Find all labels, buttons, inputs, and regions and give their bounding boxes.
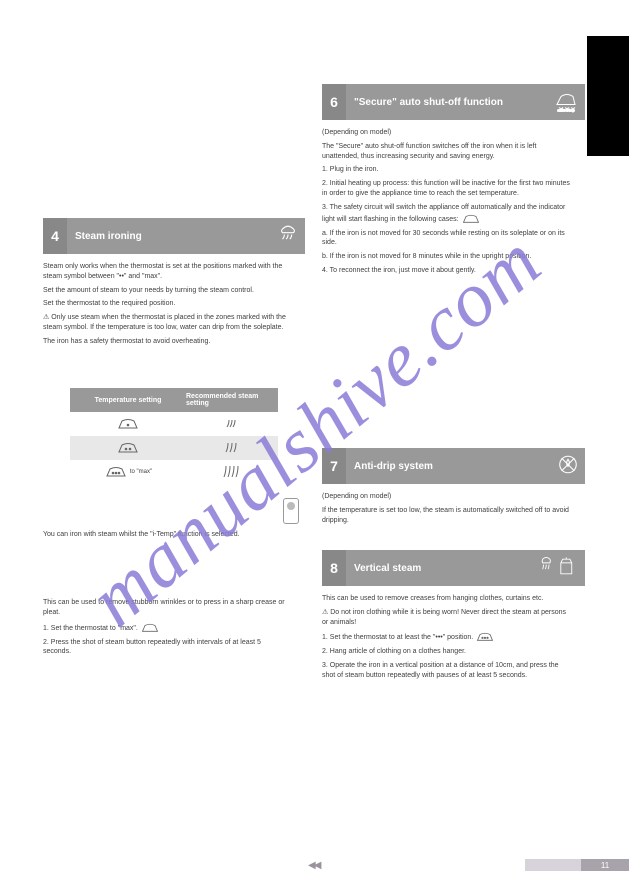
table-header-row: Temperature setting Recommended steam se…: [70, 388, 278, 412]
steam-cell: [186, 436, 278, 460]
temp-cell: [70, 412, 186, 436]
paragraph: b. If the iron is not moved for 8 minute…: [322, 252, 572, 262]
section-title-text: Anti-drip system: [354, 461, 433, 472]
settings-note: You can iron with steam whilst the "i-Te…: [43, 530, 273, 544]
section-title-text: Steam ironing: [75, 231, 142, 242]
table-header-cell: Temperature setting: [70, 388, 186, 412]
section-title: Vertical steam: [346, 550, 585, 586]
paragraph: Steam only works when the thermostat is …: [43, 262, 287, 282]
vertical-steam-icon: [539, 555, 579, 582]
paragraph: 1. Set the thermostat to "max".: [43, 622, 287, 634]
section-8-body: This can be used to remove creases from …: [322, 594, 572, 685]
section-6-body: (Depending on model) The "Secure" auto s…: [322, 128, 572, 280]
paragraph: This can be used to remove creases from …: [322, 594, 572, 604]
antidrip-icon: [557, 454, 579, 479]
section-title: "Secure" auto shut-off function autoStop: [346, 84, 585, 120]
page-number: 11: [581, 859, 629, 871]
steam-slider-figure: [283, 498, 299, 524]
paragraph: If the temperature is set too low, the s…: [322, 506, 572, 526]
section-number: 4: [43, 218, 67, 254]
temp-suffix: to "max": [130, 469, 152, 475]
paragraph: 4. To reconnect the iron, just move it a…: [322, 266, 572, 276]
language-tab: [587, 36, 629, 156]
section-title-text: "Secure" auto shut-off function: [354, 97, 503, 108]
paragraph: Set the amount of steam to your needs by…: [43, 286, 287, 296]
paragraph: ⚠ Only use steam when the thermostat is …: [43, 313, 287, 333]
section-7-body: (Depending on model) If the temperature …: [322, 492, 572, 529]
section-4-body: Steam only works when the thermostat is …: [43, 262, 287, 351]
table-header-cell: Recommended steam setting: [186, 388, 278, 412]
table-row: [70, 436, 278, 460]
section-5-body: This can be used to remove stubborn wrin…: [43, 598, 287, 661]
paragraph: 2. Press the shot of steam button repeat…: [43, 638, 287, 658]
paragraph: 2. Initial heating up process: this func…: [322, 179, 572, 199]
footer-segment: [525, 859, 581, 871]
section-number: 6: [322, 84, 346, 120]
section-8-header: 8 Vertical steam: [322, 550, 585, 586]
footer-nav-arrows: ◀◀: [308, 860, 319, 871]
paragraph: 2. Hang article of clothing on a clothes…: [322, 647, 572, 657]
temp-cell: [70, 436, 186, 460]
steam-cell: [186, 460, 278, 484]
paragraph: a. If the iron is not moved for 30 secon…: [322, 229, 572, 249]
paragraph-text: 1. Set the thermostat to at least the "•…: [322, 634, 473, 641]
paragraph-text: 3. The safety circuit will switch the ap…: [322, 204, 565, 223]
section-7-header: 7 Anti-drip system: [322, 448, 585, 484]
section-title-text: Vertical steam: [354, 563, 421, 574]
temp-cell: to "max": [70, 460, 186, 484]
section-title: Steam ironing: [67, 218, 305, 254]
paragraph: The "Secure" auto shut-off function swit…: [322, 142, 572, 162]
paragraph: 3. Operate the iron in a vertical positi…: [322, 661, 572, 681]
footer-page-bar: 11: [525, 859, 629, 871]
paragraph: 3. The safety circuit will switch the ap…: [322, 203, 572, 225]
svg-text:autoStop: autoStop: [557, 108, 575, 113]
paragraph: The iron has a safety thermostat to avoi…: [43, 337, 287, 347]
secure-icon: autoStop: [553, 89, 579, 116]
paragraph: This can be used to remove stubborn wrin…: [43, 598, 287, 618]
section-title: Anti-drip system: [346, 448, 585, 484]
section-number: 8: [322, 550, 346, 586]
section-4-header: 4 Steam ironing: [43, 218, 305, 254]
paragraph: You can iron with steam whilst the "i-Te…: [43, 530, 273, 540]
paragraph: 1. Plug in the iron.: [322, 165, 572, 175]
section-number: 7: [322, 448, 346, 484]
paragraph-text: 1. Set the thermostat to "max".: [43, 624, 138, 631]
table-row: [70, 412, 278, 436]
paragraph: (Depending on model): [322, 128, 572, 138]
steam-icon: [277, 224, 299, 249]
paragraph: Set the thermostat to the required posit…: [43, 299, 287, 309]
paragraph: 1. Set the thermostat to at least the "•…: [322, 631, 572, 643]
settings-table: Temperature setting Recommended steam se…: [70, 388, 278, 484]
steam-cell: [186, 412, 278, 436]
paragraph: ⚠ Do not iron clothing while it is being…: [322, 608, 572, 628]
section-6-header: 6 "Secure" auto shut-off function autoSt…: [322, 84, 585, 120]
paragraph: (Depending on model): [322, 492, 572, 502]
table-row: to "max": [70, 460, 278, 484]
